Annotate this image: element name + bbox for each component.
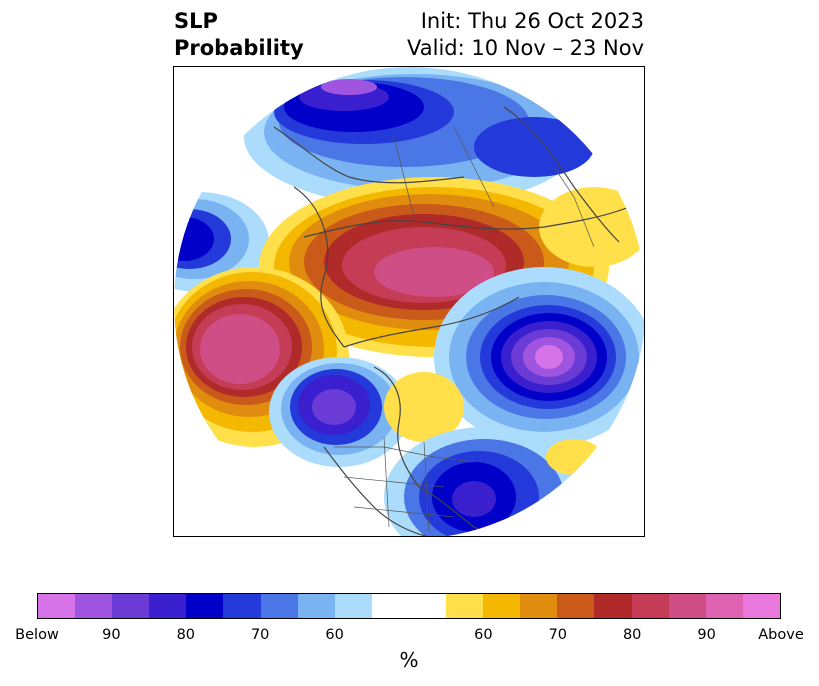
below-region-north: [244, 67, 594, 207]
colorbar-segment: [38, 594, 76, 618]
colorbar-segment: [371, 594, 409, 618]
colorbar-tick-label: Above: [758, 627, 804, 643]
colorbar-segment: [149, 594, 187, 618]
colorbar-segment: [557, 594, 595, 618]
init-date: Init: Thu 26 Oct 2023: [420, 9, 644, 33]
colorbar-segment: [446, 594, 484, 618]
map-title: SLP Probability: [174, 8, 304, 62]
colorbar-segment: [112, 594, 150, 618]
colorbar-tick-label: 90: [102, 627, 121, 643]
colorbar-tick-label: 60: [325, 627, 344, 643]
colorbar-unit-label: %: [399, 648, 419, 672]
colorbar-segment: [705, 594, 743, 618]
colorbar-tick-label: 70: [250, 627, 270, 643]
date-info: Init: Thu 26 Oct 2023 Valid: 10 Nov – 23…: [407, 8, 644, 62]
colorbar-segment: [668, 594, 706, 618]
colorbar-segment: [75, 594, 113, 618]
colorbar-segment: [520, 594, 558, 618]
colorbar-tick-label: 70: [548, 627, 568, 643]
colorbar-tick-label: 80: [176, 627, 196, 643]
below-region-west: [174, 192, 269, 292]
probability-map: [174, 67, 644, 536]
colorbar-segment: [186, 594, 224, 618]
colorbar-segment: [742, 594, 780, 618]
map-panel: [173, 66, 645, 537]
colorbar-segment: [631, 594, 669, 618]
above-region-atlantic: [174, 267, 349, 447]
colorbar-tick-label: 90: [697, 627, 716, 643]
above-region-greenland: [384, 372, 464, 442]
colorbar-tick-label: Below: [15, 627, 59, 643]
colorbar-segment: [297, 594, 335, 618]
colorbar-segment: [334, 594, 372, 618]
probability-field: [174, 67, 644, 536]
below-region-pacific: [434, 267, 644, 447]
title-line-2: Probability: [174, 36, 304, 60]
title-line-1: SLP: [174, 9, 218, 33]
colorbar-segment: [223, 594, 261, 618]
colorbar-tick-label: 80: [622, 627, 642, 643]
below-region-europe: [269, 357, 409, 467]
colorbar-segment: [483, 594, 521, 618]
colorbar: [37, 593, 781, 619]
colorbar-segment: [408, 594, 447, 618]
valid-range: Valid: 10 Nov – 23 Nov: [407, 36, 644, 60]
colorbar-tick-label: 60: [474, 627, 493, 643]
country-borders: [334, 126, 595, 533]
colorbar-segment: [594, 594, 632, 618]
colorbar-segment: [260, 594, 298, 618]
